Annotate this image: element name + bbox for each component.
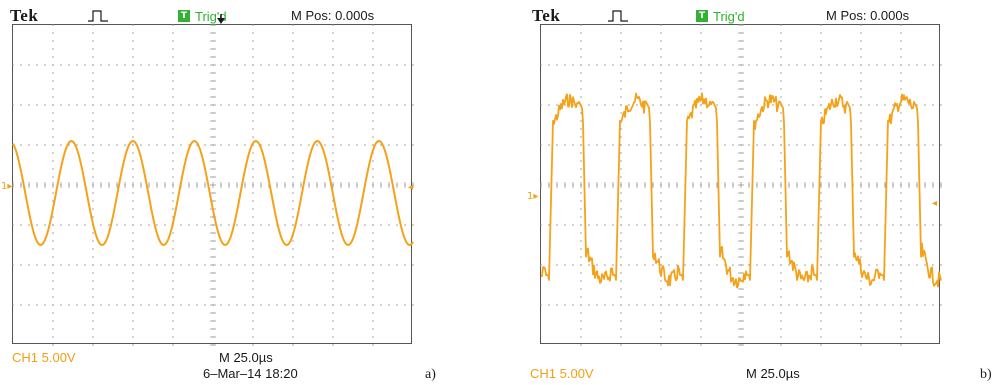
trigger-status: T Trig'd (696, 8, 745, 24)
waveform-display (12, 24, 414, 346)
ch1-ground-marker-icon: 1▸ (527, 191, 539, 202)
trigger-level-marker-icon: ◂ (408, 182, 414, 193)
waveform-display (540, 24, 942, 346)
trigger-level-marker-icon: ◂ (932, 198, 938, 209)
ch1-ground-marker-icon: 1▸ (1, 181, 13, 192)
pulse-icon (88, 10, 108, 22)
oscilloscope-panel-a: Tek T Trig'd M Pos: 0.000s 1▸ ◂ CH1 5.00… (0, 0, 436, 385)
pulse-icon (608, 10, 628, 22)
graticule (540, 24, 942, 346)
panel-label: b) (980, 367, 992, 382)
graticule (12, 24, 414, 346)
trigger-position-arrow-icon (217, 14, 225, 24)
date-time-readout: 6–Mar–14 18:20 (203, 366, 298, 381)
m-pos-readout: M Pos: 0.000s (826, 8, 910, 23)
timebase-readout: M 25.0µs (219, 350, 273, 365)
timebase-readout: M 25.0µs (746, 366, 800, 381)
trigger-icon: T (178, 10, 190, 22)
brand-logo: Tek (532, 6, 561, 25)
ch1-scale-readout: CH1 5.00V (12, 350, 76, 365)
ch1-scale-readout: CH1 5.00V (530, 366, 594, 381)
panel-label: a) (425, 367, 436, 382)
waveform-trace (540, 24, 942, 346)
m-pos-readout: M Pos: 0.000s (291, 8, 375, 23)
distorted-square-trace (540, 92, 942, 289)
oscilloscope-panel-b: Tek T Trig'd M Pos: 0.000s 1▸ ◂ CH1 5.00… (522, 0, 992, 385)
sine-trace (12, 139, 414, 247)
trigger-status-label: Trig'd (713, 8, 745, 24)
brand-logo: Tek (10, 6, 39, 25)
trigger-icon: T (696, 10, 708, 22)
waveform-trace (12, 24, 414, 346)
